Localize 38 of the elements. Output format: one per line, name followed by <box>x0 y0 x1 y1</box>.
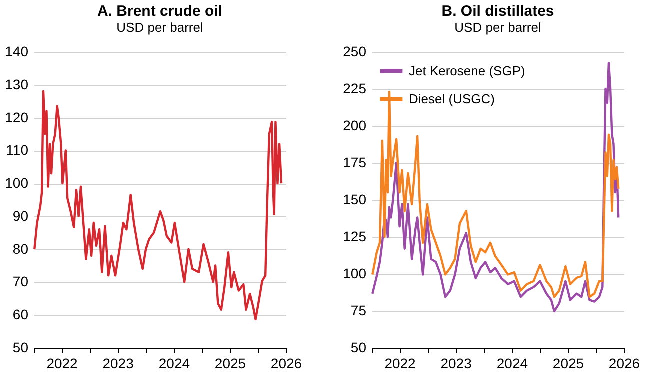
x-tick-label: 2022 <box>384 356 416 372</box>
line-series <box>372 90 620 298</box>
y-tick-label: 80 <box>12 240 29 257</box>
y-tick-label: 50 <box>350 340 367 356</box>
y-tick-label: 75 <box>350 302 367 318</box>
y-tick-label: 110 <box>6 142 29 158</box>
y-tick-label: 130 <box>5 76 29 92</box>
y-tick-label: 90 <box>12 208 29 224</box>
y-tick-label: 100 <box>343 266 367 282</box>
x-tick-label: 2023 <box>440 356 472 372</box>
x-tick-label: 2024 <box>496 356 528 372</box>
chart-title: A. Brent crude oil <box>97 3 223 20</box>
chart-subtitle: USD per barrel <box>454 20 542 35</box>
y-tick-label: 70 <box>12 274 29 290</box>
x-tick-label: 2023 <box>102 356 134 372</box>
y-tick-label: 200 <box>343 118 367 134</box>
y-tick-label: 120 <box>5 109 29 126</box>
y-tick-label: 50 <box>12 340 29 356</box>
y-tick-label: 175 <box>343 154 367 170</box>
legend-label: Diesel (USGC) <box>409 92 495 106</box>
x-tick-label: 2025 <box>552 356 584 372</box>
x-tick-label: 2026 <box>608 356 640 372</box>
chart-subtitle: USD per barrel <box>116 20 204 35</box>
y-tick-label: 150 <box>343 192 367 208</box>
legend-label: Jet Kerosene (SGP) <box>409 64 526 78</box>
y-tick-label: 140 <box>5 44 29 60</box>
y-tick-label: 125 <box>343 228 367 244</box>
x-tick-label: 2024 <box>158 356 190 372</box>
y-tick-label: 250 <box>343 44 367 60</box>
x-tick-label: 2025 <box>214 356 246 372</box>
chart-title: B. Oil distillates <box>442 3 554 20</box>
y-tick-label: 100 <box>5 175 29 192</box>
line-series <box>372 62 620 313</box>
x-tick-label: 2022 <box>46 356 78 372</box>
y-tick-label: 60 <box>12 306 29 323</box>
line-series <box>34 90 283 320</box>
x-tick-label: 2026 <box>270 356 302 372</box>
y-tick-label: 225 <box>343 80 367 96</box>
